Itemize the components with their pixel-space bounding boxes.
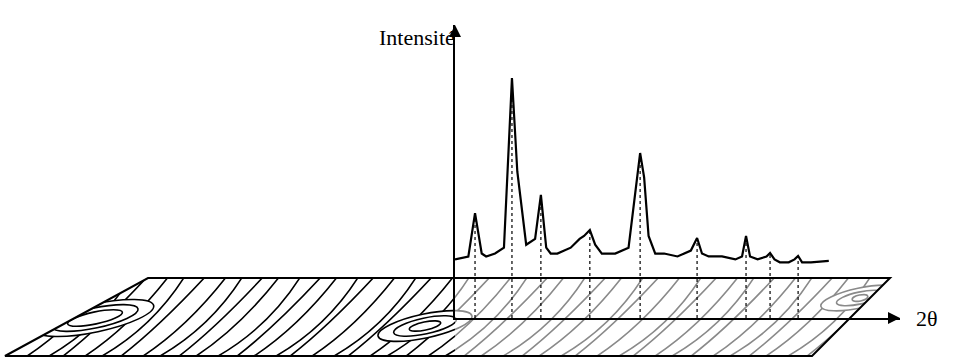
- svg-text:Intensité: Intensité: [379, 25, 455, 50]
- svg-text:2θ: 2θ: [916, 306, 938, 331]
